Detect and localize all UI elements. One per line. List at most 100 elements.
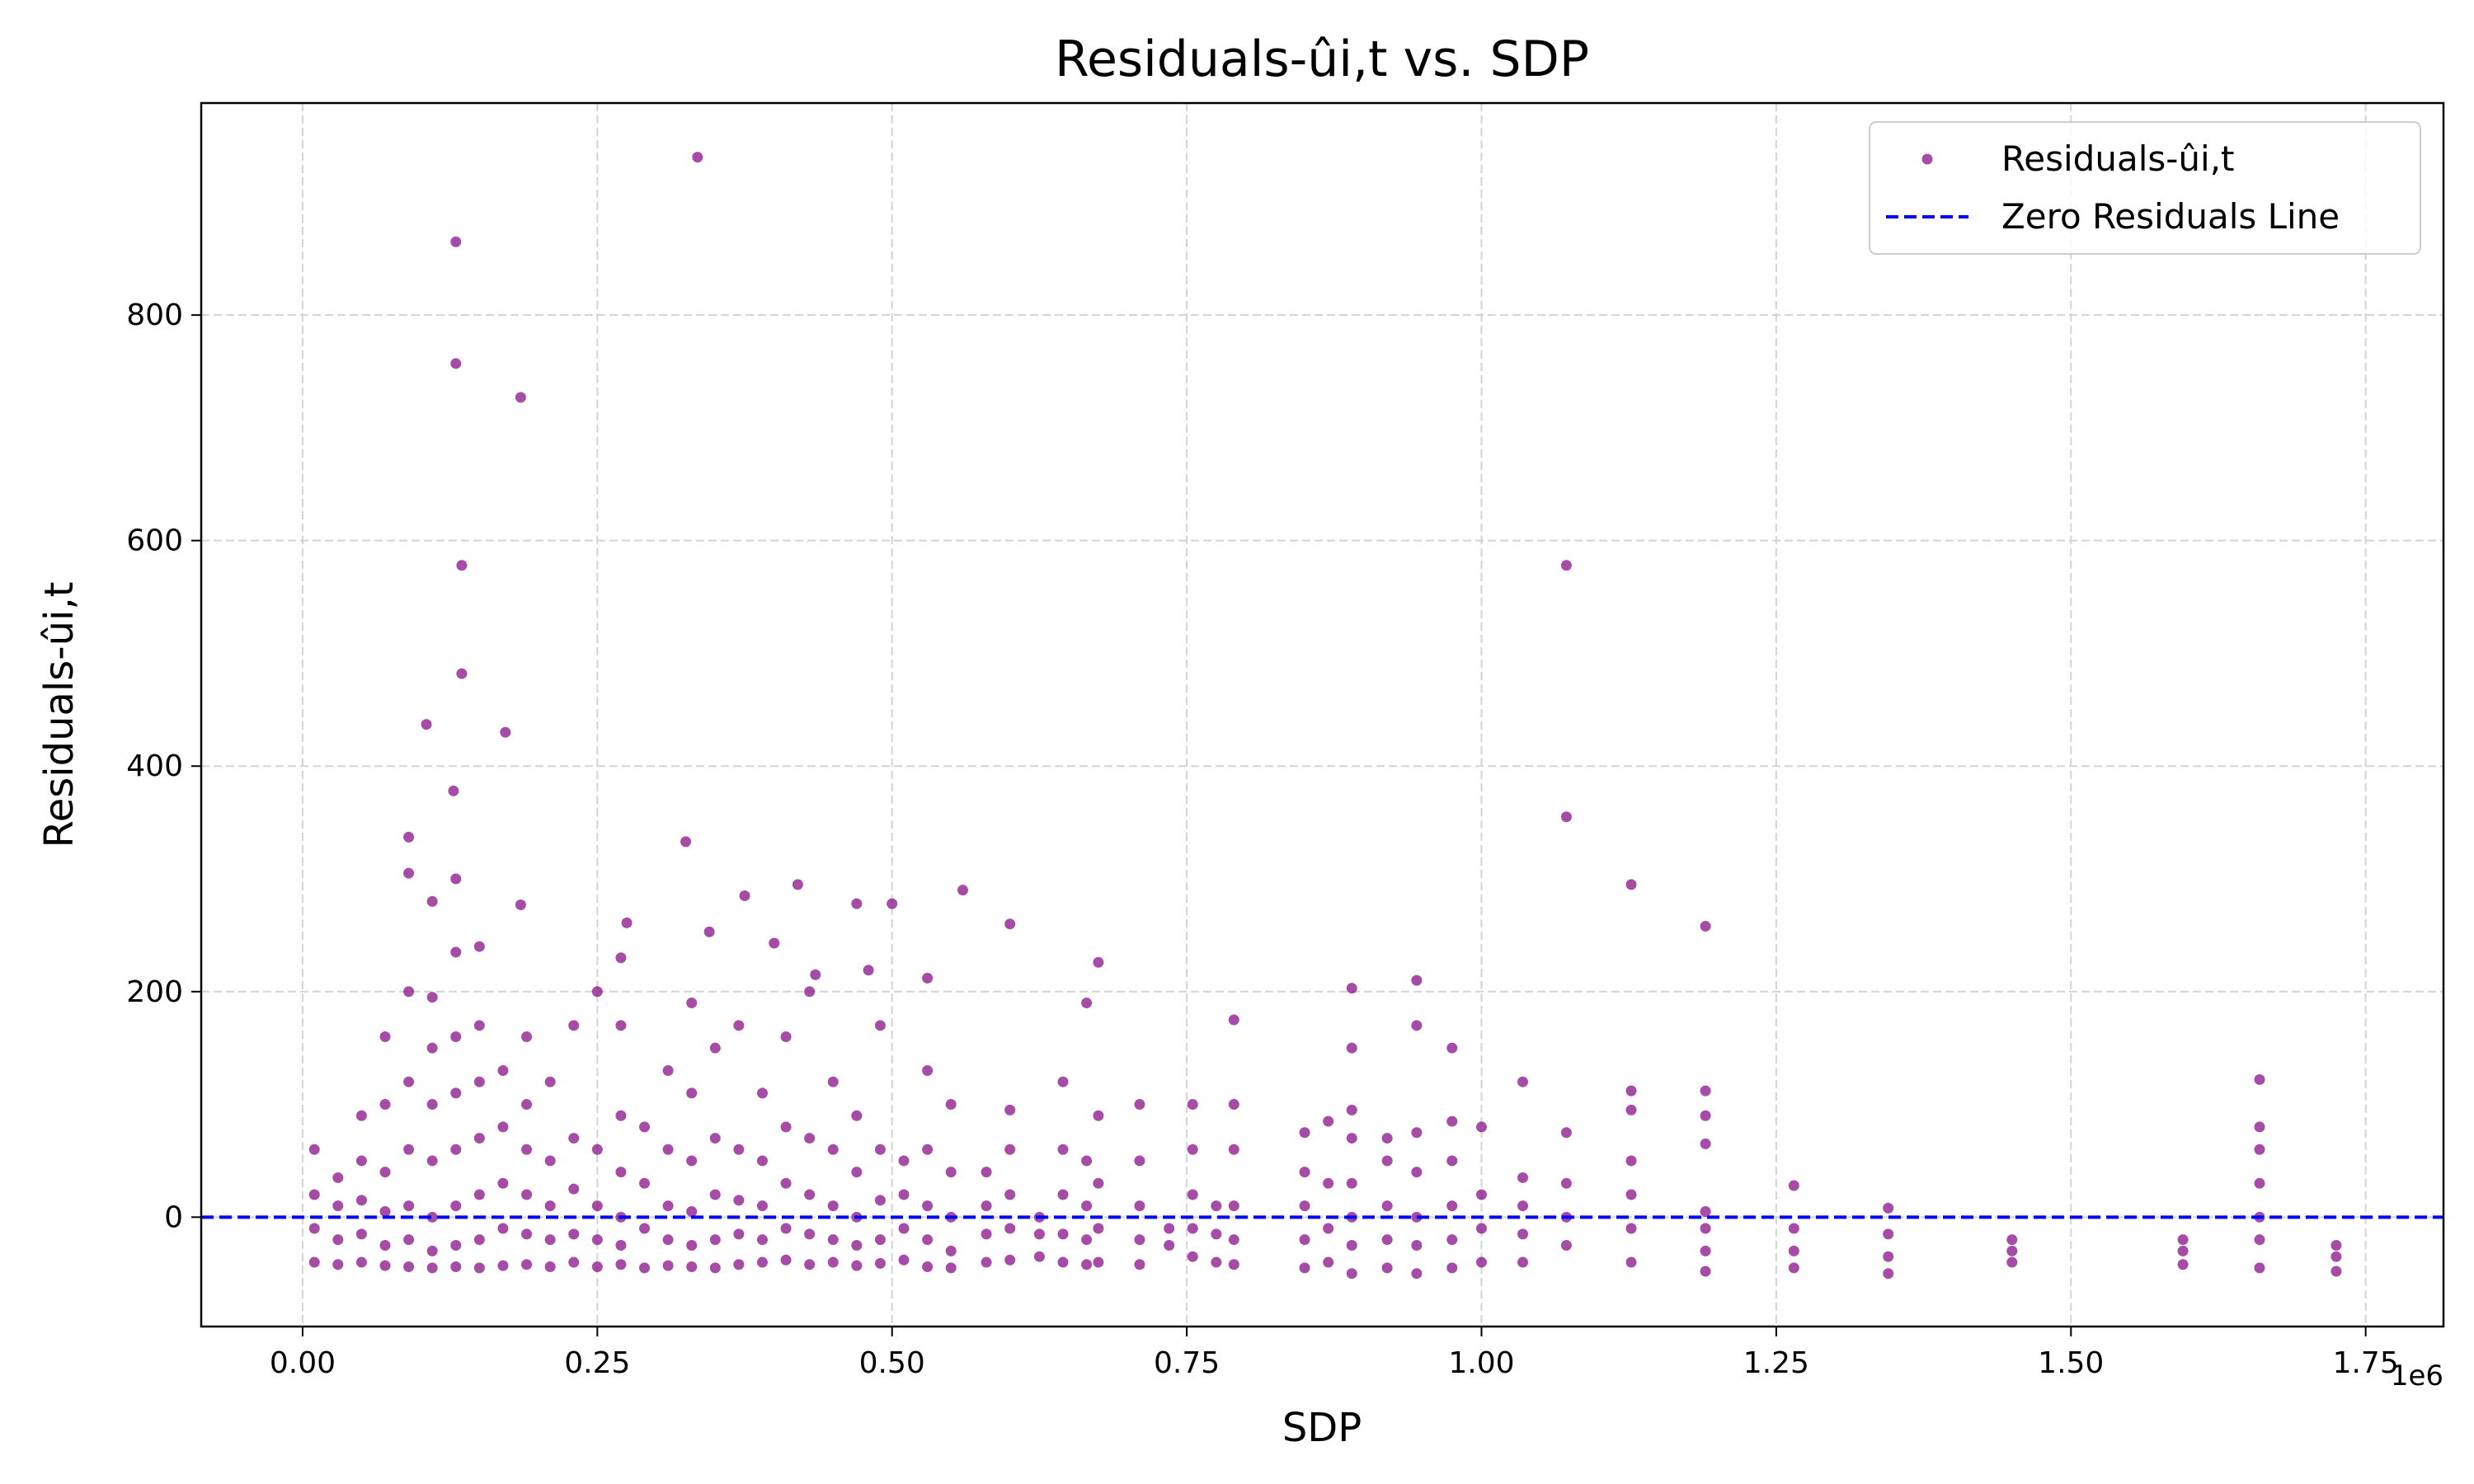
scatter-point <box>792 879 803 890</box>
scatter-point <box>827 1076 839 1087</box>
scatter-point <box>1081 1200 1093 1212</box>
scatter-point <box>1411 1127 1423 1139</box>
scatter-point <box>308 1189 320 1200</box>
scatter-point <box>1475 1189 1487 1200</box>
scatter-point <box>426 1155 438 1167</box>
scatter-point <box>1346 1177 1357 1189</box>
scatter-point <box>568 1133 580 1144</box>
scatter-point <box>1004 1189 1016 1200</box>
scatter-point <box>473 1076 485 1087</box>
scatter-point <box>1211 1200 1222 1212</box>
scatter-point <box>945 1262 957 1274</box>
scatter-point <box>1560 560 1572 571</box>
scatter-point <box>426 895 438 907</box>
scatter-point <box>2177 1259 2189 1270</box>
scatter-point <box>403 1144 415 1155</box>
scatter-point <box>1381 1155 1393 1167</box>
scatter-point <box>1211 1256 1222 1268</box>
scatter-point <box>1134 1155 1145 1167</box>
scatter-point <box>1517 1076 1529 1087</box>
scatter-point <box>2254 1073 2265 1085</box>
scatter-point <box>544 1076 556 1087</box>
scatter-point <box>851 898 863 909</box>
scatter-point <box>851 1167 863 1178</box>
scatter-point <box>2254 1144 2265 1155</box>
scatter-point <box>1187 1099 1198 1111</box>
scatter-point <box>2006 1234 2018 1246</box>
y-tick-label: 0 <box>164 1200 183 1234</box>
y-tick-label: 400 <box>126 749 183 783</box>
scatter-point <box>497 1177 509 1189</box>
scatter-point <box>379 1260 391 1271</box>
scatter-point <box>703 926 715 937</box>
scatter-point <box>804 1259 816 1270</box>
scatter-point <box>851 1110 863 1121</box>
scatter-point <box>1788 1180 1799 1191</box>
scatter-point <box>1346 1042 1357 1054</box>
scatter-point <box>981 1200 992 1212</box>
scatter-point <box>1411 1240 1423 1252</box>
legend-marker <box>1921 153 1933 165</box>
scatter-point <box>615 952 627 964</box>
scatter-point <box>945 1099 957 1111</box>
scatter-point <box>1057 1189 1069 1200</box>
scatter-point <box>1446 1115 1458 1127</box>
scatter-point <box>2254 1262 2265 1274</box>
scatter-point <box>709 1234 721 1246</box>
scatter-point <box>756 1155 768 1167</box>
scatter-point <box>1093 1223 1104 1234</box>
scatter-point <box>1411 1268 1423 1280</box>
scatter-point <box>1446 1234 1458 1246</box>
scatter-point <box>450 1261 462 1273</box>
scatter-point <box>898 1223 910 1234</box>
scatter-point <box>332 1200 344 1212</box>
scatter-point <box>426 1099 438 1111</box>
scatter-point <box>662 1065 674 1077</box>
scatter-point <box>2254 1234 2265 1246</box>
scatter-point <box>1788 1223 1799 1234</box>
scatter-point <box>403 1234 415 1246</box>
scatter-point <box>827 1200 839 1212</box>
scatter-point <box>1081 1234 1093 1246</box>
scatter-point <box>827 1144 839 1155</box>
scatter-point <box>686 1261 698 1273</box>
scatter-point <box>874 1144 886 1155</box>
scatter-point <box>1299 1234 1310 1246</box>
scatter-point <box>355 1195 367 1206</box>
scatter-point <box>2177 1234 2189 1246</box>
scatter-point <box>2177 1245 2189 1256</box>
scatter-point <box>1700 920 1711 932</box>
scatter-point <box>473 1234 485 1246</box>
scatter-point <box>2331 1251 2342 1262</box>
scatter-point <box>2254 1121 2265 1133</box>
scatter-point <box>544 1261 556 1273</box>
legend-label: Zero Residuals Line <box>2001 196 2340 237</box>
scatter-point <box>1346 1268 1357 1280</box>
scatter-point <box>1625 1223 1637 1234</box>
scatter-point <box>680 836 692 848</box>
scatter-point <box>2331 1266 2342 1277</box>
scatter-point <box>1517 1256 1529 1268</box>
scatter-point <box>709 1133 721 1144</box>
scatter-point <box>827 1234 839 1246</box>
scatter-point <box>851 1260 863 1271</box>
scatter-point <box>515 392 526 403</box>
scatter-point <box>1187 1251 1198 1262</box>
scatter-point <box>769 937 780 949</box>
scatter-point <box>898 1254 910 1266</box>
scatter-point <box>662 1200 674 1212</box>
scatter-point <box>1211 1228 1222 1240</box>
scatter-point <box>1323 1115 1334 1127</box>
scatter-point <box>591 1261 603 1273</box>
scatter-point <box>379 1240 391 1252</box>
scatter-point <box>1004 1223 1016 1234</box>
scatter-point <box>874 1195 886 1206</box>
scatter-point <box>450 1240 462 1252</box>
scatter-point <box>874 1234 886 1246</box>
scatter-point <box>1517 1200 1529 1212</box>
scatter-point <box>692 152 703 163</box>
scatter-point <box>1081 1259 1093 1270</box>
scatter-point <box>1187 1189 1198 1200</box>
scatter-point <box>1625 879 1637 890</box>
y-axis-label: Residuals-ûi,t <box>36 582 82 848</box>
